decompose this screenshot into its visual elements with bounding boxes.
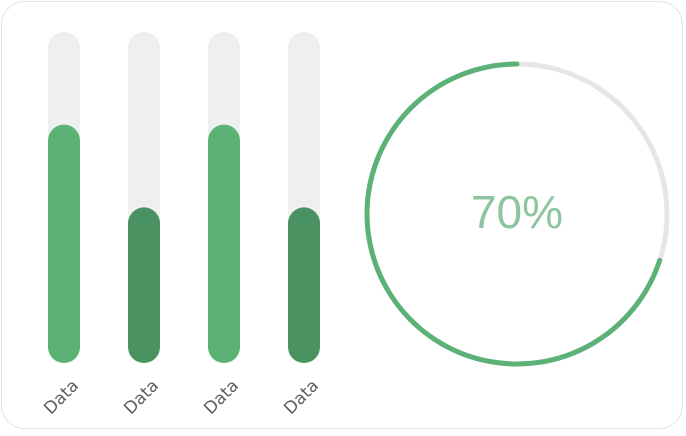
bar-tracks xyxy=(48,32,320,363)
progress-ring-label: 70% xyxy=(471,186,563,238)
progress-ring-arc xyxy=(364,61,663,367)
bar xyxy=(288,207,320,363)
bar-marks xyxy=(48,124,320,364)
progress-ring-chart: 70% xyxy=(364,61,670,367)
bar-tick-label: Data xyxy=(200,376,243,419)
bar-tick-label: Data xyxy=(40,376,83,419)
bar xyxy=(128,207,160,363)
bar xyxy=(208,124,240,364)
bar-chart: Data Data Data Data xyxy=(40,32,323,419)
bar xyxy=(48,124,80,364)
bar-tick-label: Data xyxy=(280,376,323,419)
bar-tick-labels: Data Data Data Data xyxy=(40,376,323,419)
bar-tick-label: Data xyxy=(120,376,163,419)
